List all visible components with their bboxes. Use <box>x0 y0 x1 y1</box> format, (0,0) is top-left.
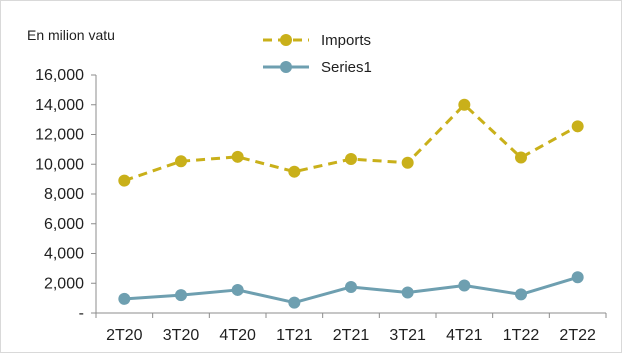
data-point-imports <box>401 156 414 169</box>
x-tick-label: 1T22 <box>503 327 540 344</box>
data-point-series1 <box>175 289 187 302</box>
legend-marker-series1 <box>280 61 292 73</box>
data-point-imports <box>515 151 527 164</box>
y-tick-label: 14,000 <box>35 97 84 114</box>
series-layer <box>118 98 584 309</box>
data-point-imports <box>175 155 187 168</box>
data-point-imports <box>118 174 131 187</box>
data-point-series1 <box>288 296 301 309</box>
series-line-imports <box>123 103 579 183</box>
y-tick-label: 4,000 <box>44 246 84 263</box>
data-point-series1 <box>458 279 471 292</box>
data-point-series1 <box>345 280 357 293</box>
x-tick-label: 4T20 <box>219 327 256 344</box>
axes: - 2,000 4,000 6,000 8,000 10,000 12,000 14,000 1… <box>35 67 607 344</box>
y-tick-label: 12,000 <box>35 127 84 144</box>
legend-marker-imports <box>280 34 292 46</box>
y-tick-label: 10,000 <box>35 156 84 173</box>
data-point-series1 <box>571 271 584 284</box>
x-tick-label: 3T21 <box>389 327 426 344</box>
y-tick-label: 6,000 <box>44 216 84 233</box>
y-unit-label: En milion vatu <box>27 27 115 43</box>
x-tick-label: 2T21 <box>333 327 370 344</box>
y-tick-label: - <box>79 305 84 322</box>
x-tick-label: 3T20 <box>163 327 200 344</box>
y-tick-label: 8,000 <box>44 186 84 203</box>
x-tick-label: 2T22 <box>559 327 596 344</box>
data-point-series1 <box>231 283 244 296</box>
data-point-imports <box>288 165 301 178</box>
legend: Imports Series1 <box>263 32 372 76</box>
data-point-imports <box>231 150 244 163</box>
legend-label-series1: Series1 <box>321 59 372 76</box>
data-point-imports <box>345 153 357 166</box>
x-tick-label: 4T21 <box>446 327 483 344</box>
y-tick-label: 2,000 <box>44 275 84 292</box>
data-point-series1 <box>401 286 414 299</box>
data-point-series1 <box>515 288 527 301</box>
data-point-series1 <box>118 292 131 305</box>
x-tick-label: 1T21 <box>276 327 313 344</box>
x-tick-label: 2T20 <box>106 327 143 344</box>
legend-label-imports: Imports <box>321 32 371 49</box>
y-tick-label: 16,000 <box>35 67 84 84</box>
data-point-imports <box>458 98 471 111</box>
data-point-imports <box>571 120 584 133</box>
